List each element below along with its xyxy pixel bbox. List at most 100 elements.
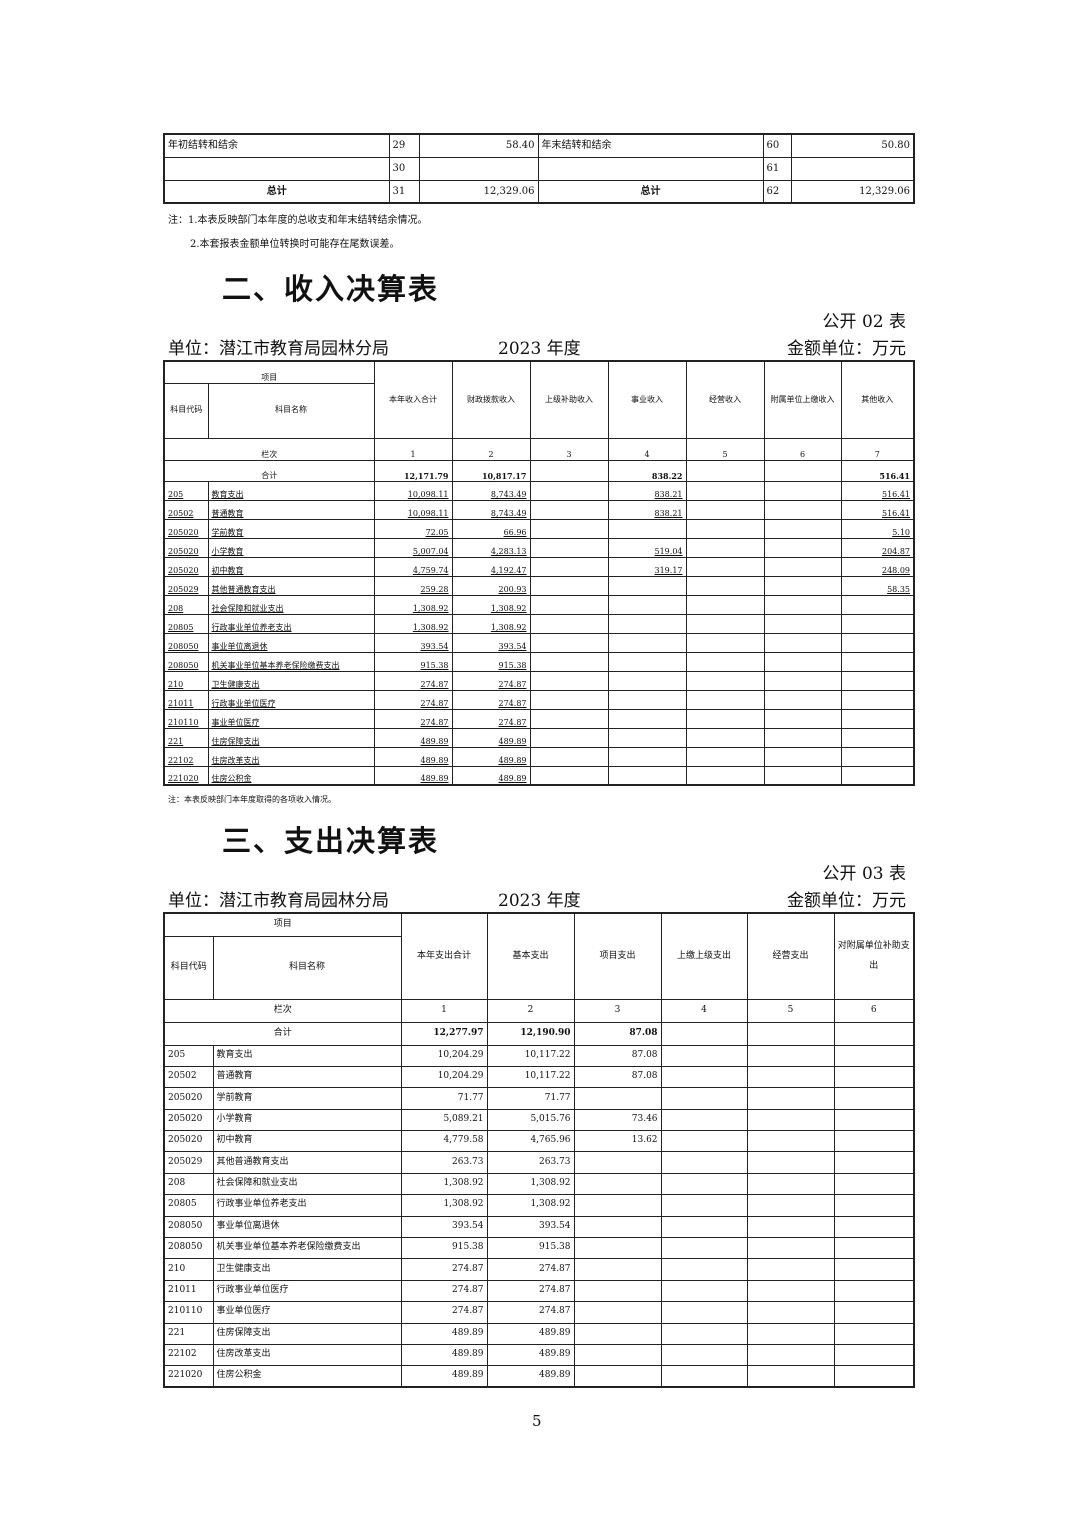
amount-cell: 71.77 — [400, 1087, 488, 1110]
amount-cell — [763, 613, 842, 634]
amount-cell — [746, 1151, 835, 1174]
column-number: 6 — [833, 998, 915, 1023]
amount-cell — [746, 1237, 835, 1260]
table-row: 210 卫生健康支出 274.87 274.87 — [163, 1258, 915, 1281]
column-header: 项目支出 — [573, 912, 662, 1000]
subject-name: 事业单位医疗 — [207, 708, 375, 729]
amount-cell — [763, 537, 842, 558]
income-title: 二、收入决算表 — [222, 272, 440, 306]
amount-cell: 489.89 — [373, 727, 453, 748]
amount-cell: 1,308.92 — [400, 1194, 488, 1217]
amount-cell — [763, 727, 842, 748]
income-table: 项目 本年收入合计 财政拨款收入 上级补助收入 事业收入 经营收入 附属单位上缴收入 其他收入… — [163, 360, 915, 786]
amount-cell: 519.04 — [607, 537, 687, 558]
amount-cell — [529, 556, 609, 577]
income-note: 注：本表反映部门本年度取得的各项收入情况。 — [168, 795, 336, 804]
income-unit: 单位：潜江市教育局园林分局 — [168, 339, 389, 359]
amount-cell: 248.09 — [840, 556, 915, 577]
column-number: 4 — [660, 998, 748, 1023]
subject-code: 221020 — [163, 1365, 214, 1388]
amount-cell — [573, 1151, 662, 1174]
subject-name: 住房公积金 — [212, 1365, 402, 1388]
total-value — [529, 459, 609, 482]
amount-cell — [790, 156, 915, 181]
amount-cell — [840, 765, 915, 786]
column-header: 经营收入 — [685, 360, 765, 439]
row-label: 年初结转和结余 — [163, 133, 390, 158]
amount-cell: 204.87 — [840, 537, 915, 558]
subject-code: 205020 — [163, 556, 209, 577]
subject-name: 卫生健康支出 — [212, 1258, 402, 1281]
amount-cell: 4,765.96 — [486, 1130, 575, 1153]
total-value: 10,817.17 — [451, 459, 531, 482]
amount-cell — [685, 727, 765, 748]
amount-cell — [685, 575, 765, 596]
amount-cell — [607, 518, 687, 539]
total-value — [685, 459, 765, 482]
total-value: 12,171.79 — [373, 459, 453, 482]
expense-table-code: 公开 03 表 — [822, 864, 906, 884]
total-value — [833, 1021, 915, 1046]
amount-cell — [833, 1151, 915, 1174]
amount-cell — [573, 1365, 662, 1388]
amount-cell: 200.93 — [451, 575, 531, 596]
table-row: 205020 学前教育 71.77 71.77 — [163, 1087, 915, 1110]
amount-cell — [607, 651, 687, 672]
amount-cell — [763, 708, 842, 729]
amount-cell — [746, 1065, 835, 1089]
amount-cell — [746, 1087, 835, 1110]
amount-cell — [840, 746, 915, 767]
expense-title: 三、支出决算表 — [222, 824, 440, 858]
subject-name: 教育支出 — [207, 480, 375, 501]
amount-cell — [607, 594, 687, 615]
subject-name: 初中教育 — [212, 1130, 402, 1153]
amount-cell — [573, 1322, 662, 1345]
column-header: 附属单位上缴收入 — [763, 360, 842, 439]
amount-cell — [685, 765, 765, 786]
amount-cell: 274.87 — [373, 689, 453, 710]
subject-code: 205029 — [163, 1151, 214, 1174]
amount-cell: 393.54 — [486, 1215, 575, 1239]
summary-row: 30 61 — [163, 156, 915, 181]
amount-cell — [529, 670, 609, 691]
amount-cell: 5,089.21 — [400, 1108, 488, 1132]
amount-cell — [685, 613, 765, 634]
amount-cell — [746, 1365, 835, 1388]
amount-cell — [573, 1301, 662, 1324]
amount-cell — [660, 1258, 748, 1281]
amount-cell: 5,007.04 — [373, 537, 453, 558]
amount-cell — [607, 575, 687, 596]
amount-cell: 274.87 — [451, 689, 531, 710]
amount-cell — [660, 1237, 748, 1260]
total-value: 12,277.97 — [400, 1021, 488, 1046]
amount-cell: 838.21 — [607, 499, 687, 520]
amount-cell — [746, 1258, 835, 1281]
subject-name: 学前教育 — [212, 1087, 402, 1110]
amount-cell — [573, 1215, 662, 1239]
amount-cell — [840, 613, 915, 634]
subject-name: 事业单位医疗 — [212, 1301, 402, 1324]
table-row: 208050 机关事业单位基本养老保险缴费支出 915.38 915.38 — [163, 1237, 915, 1260]
amount-cell — [573, 1087, 662, 1110]
amount-cell: 489.89 — [400, 1322, 488, 1345]
table-row: 20805 行政事业单位养老支出 1,308.92 1,308.92 — [163, 613, 915, 634]
subject-name: 小学教育 — [207, 537, 375, 558]
amount-cell: 10,098.11 — [373, 499, 453, 520]
table-row: 205020 初中教育 4,779.58 4,765.96 13.62 — [163, 1130, 915, 1153]
header-code: 科目代码 — [163, 935, 214, 1000]
amount-cell — [529, 575, 609, 596]
column-number: 2 — [451, 437, 531, 461]
amount-cell: 393.54 — [400, 1215, 488, 1239]
amount-cell — [529, 651, 609, 672]
amount-cell: 274.87 — [486, 1301, 575, 1324]
amount-cell: 5.10 — [840, 518, 915, 539]
amount-cell — [746, 1194, 835, 1217]
amount-cell — [763, 499, 842, 520]
subject-name: 卫生健康支出 — [207, 670, 375, 691]
column-number-label: 栏次 — [163, 437, 375, 461]
amount-cell: 489.89 — [486, 1343, 575, 1367]
total-value — [660, 1021, 748, 1046]
amount-cell: 1,308.92 — [400, 1172, 488, 1196]
subject-code: 208 — [163, 1172, 214, 1196]
amount-cell — [529, 746, 609, 767]
